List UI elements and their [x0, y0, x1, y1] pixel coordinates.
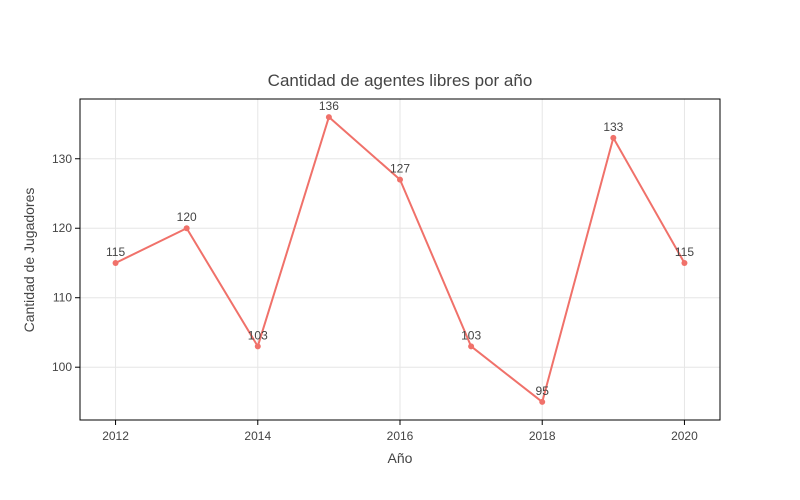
x-tick-label: 2014: [244, 429, 271, 443]
y-axis-title: Cantidad de Jugadores: [21, 188, 37, 333]
data-label: 103: [248, 328, 268, 342]
data-labels: 115 120 103 136 127 103 95 133 115: [106, 99, 694, 398]
data-label: 115: [675, 245, 694, 259]
data-label: 115: [106, 245, 125, 259]
y-axis-ticks: 100 110 120 130: [52, 152, 80, 374]
x-tick-label: 2012: [102, 429, 129, 443]
y-tick-label: 120: [52, 221, 72, 235]
data-point: [397, 176, 403, 183]
y-tick-label: 130: [52, 152, 72, 166]
data-label: 127: [390, 162, 410, 176]
x-tick-label: 2020: [671, 429, 698, 443]
data-point: [610, 134, 617, 141]
grid-lines: [80, 99, 720, 420]
data-point: [183, 225, 190, 232]
data-point: [325, 114, 332, 121]
y-tick-label: 110: [53, 291, 72, 305]
data-label: 120: [177, 210, 197, 224]
x-tick-label: 2016: [387, 429, 414, 443]
data-point: [254, 343, 261, 350]
x-tick-label: 2018: [529, 429, 556, 443]
y-tick-label: 100: [52, 360, 72, 374]
data-label: 95: [536, 384, 550, 398]
data-label: 136: [319, 99, 339, 113]
data-point: [539, 398, 546, 405]
data-label: 103: [461, 328, 481, 342]
chart-title: Cantidad de agentes libres por año: [268, 71, 533, 90]
x-axis-ticks: 2012 2014 2016 2018 2020: [102, 420, 698, 443]
x-axis-title: Año: [388, 450, 413, 466]
data-point: [468, 343, 475, 350]
data-point: [112, 259, 119, 266]
data-point: [681, 259, 688, 266]
series-layer: [112, 114, 688, 405]
data-label: 133: [603, 120, 623, 134]
